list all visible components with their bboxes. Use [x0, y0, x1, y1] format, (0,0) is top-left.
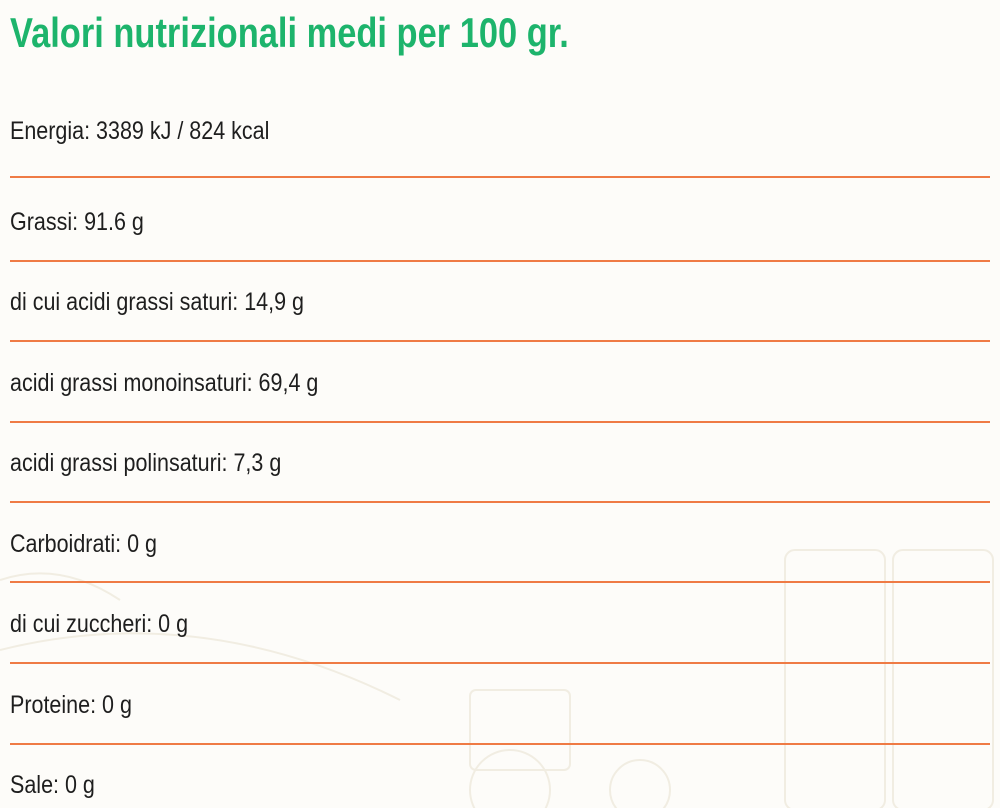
divider: [10, 501, 990, 503]
divider: [10, 340, 990, 342]
nutrition-item-fat: Grassi: 91.6 g: [10, 208, 144, 236]
nutrition-item-carbohydrates: Carboidrati: 0 g: [10, 530, 158, 558]
divider: [10, 662, 990, 664]
nutrition-item-energy: Energia: 3389 kJ / 824 kcal: [10, 117, 270, 145]
nutrition-item-protein: Proteine: 0 g: [10, 691, 132, 719]
divider: [10, 260, 990, 262]
nutrition-item-polyunsaturated-fat: acidi grassi polinsaturi: 7,3 g: [10, 449, 282, 477]
divider: [10, 176, 990, 178]
divider: [10, 743, 990, 745]
nutrition-item-sugars: di cui zuccheri: 0 g: [10, 610, 189, 638]
nutrition-item-salt: Sale: 0 g: [10, 771, 95, 799]
nutrition-item-monounsaturated-fat: acidi grassi monoinsaturi: 69,4 g: [10, 369, 319, 397]
page-title: Valori nutrizionali medi per 100 gr.: [10, 9, 569, 56]
divider: [10, 581, 990, 583]
divider: [10, 421, 990, 423]
nutrition-item-saturated-fat: di cui acidi grassi saturi: 14,9 g: [10, 288, 304, 316]
